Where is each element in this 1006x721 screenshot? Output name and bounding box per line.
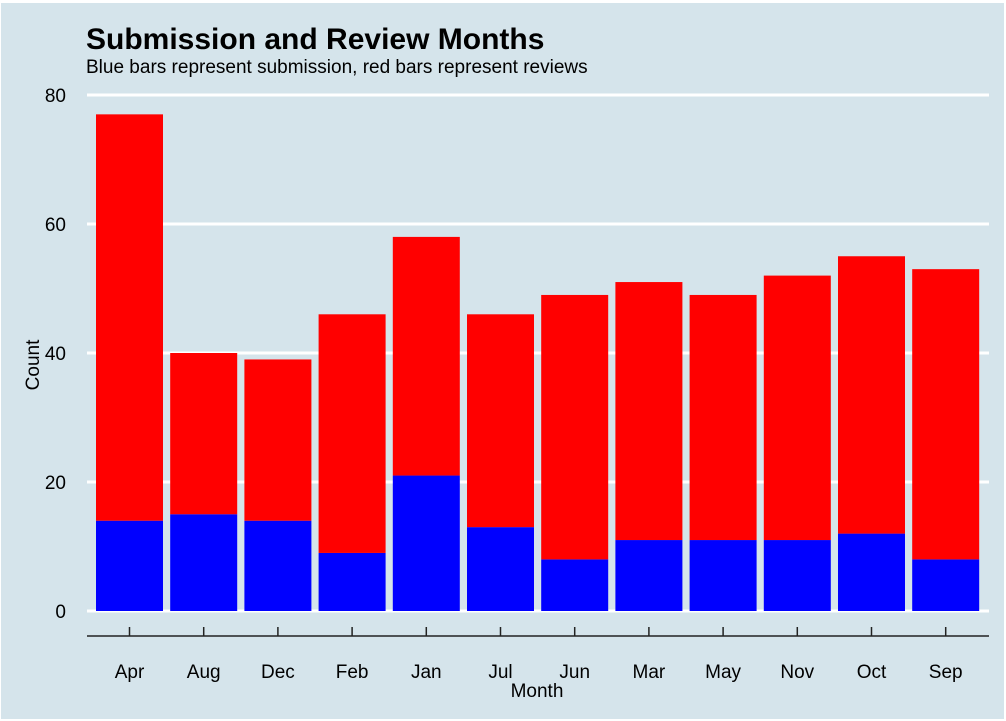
x-tick-label: Mar xyxy=(633,662,666,683)
bar-submission-feb xyxy=(318,552,386,611)
bar-submission-apr xyxy=(96,520,163,611)
y-tick-labels: 0 20 40 60 80 xyxy=(45,86,66,623)
bar-reviews-dec xyxy=(244,359,312,521)
bar-submission-nov xyxy=(763,540,831,611)
x-tick-label: Jun xyxy=(559,662,590,683)
x-tick-label: Jul xyxy=(488,662,512,683)
bar-submission-jun xyxy=(541,559,609,611)
bar-reviews-apr xyxy=(96,114,163,521)
bar-submission-jul xyxy=(467,527,534,611)
bar-submission-oct xyxy=(838,533,905,611)
bar-reviews-oct xyxy=(838,256,905,534)
bar-submission-jan xyxy=(392,475,460,611)
bar-reviews-aug xyxy=(170,353,238,515)
y-tick-label: 60 xyxy=(45,215,66,236)
x-tick-label: Sep xyxy=(929,662,963,683)
bar-reviews-jul xyxy=(467,314,534,528)
bars xyxy=(96,114,980,611)
x-tick-label: Apr xyxy=(115,662,145,683)
x-tick-label: Jan xyxy=(411,662,442,683)
bar-reviews-may xyxy=(689,294,757,541)
x-tick-label: Aug xyxy=(187,662,221,683)
x-tick-label: Dec xyxy=(261,662,295,683)
x-tick-label: May xyxy=(705,662,741,683)
bar-submission-mar xyxy=(615,540,683,611)
bar-reviews-jan xyxy=(392,236,460,476)
bar-reviews-jun xyxy=(541,294,609,560)
bar-submission-dec xyxy=(244,520,312,611)
chart-title: Submission and Review Months xyxy=(86,23,545,56)
x-tick-label: Oct xyxy=(857,662,887,683)
bar-submission-may xyxy=(689,540,757,611)
y-tick-label: 80 xyxy=(45,86,66,107)
bar-reviews-nov xyxy=(763,275,831,541)
bar-submission-aug xyxy=(170,514,238,611)
bar-reviews-mar xyxy=(615,282,683,541)
y-tick-label: 40 xyxy=(45,344,66,365)
x-tick-label: Feb xyxy=(336,662,369,683)
bar-reviews-feb xyxy=(318,314,386,553)
x-tick-label: Nov xyxy=(780,662,814,683)
y-tick-label: 0 xyxy=(55,602,66,623)
x-axis-label: Month xyxy=(511,681,564,702)
y-axis-label: Count xyxy=(23,339,44,390)
bar-submission-sep xyxy=(912,559,980,611)
bar-reviews-sep xyxy=(912,269,980,560)
chart-subtitle: Blue bars represent submission, red bars… xyxy=(86,57,588,78)
x-axis: Apr Aug Dec Feb Jan Jul Jun Mar May Nov Oct Sep xyxy=(87,627,989,683)
y-tick-label: 20 xyxy=(45,473,66,494)
